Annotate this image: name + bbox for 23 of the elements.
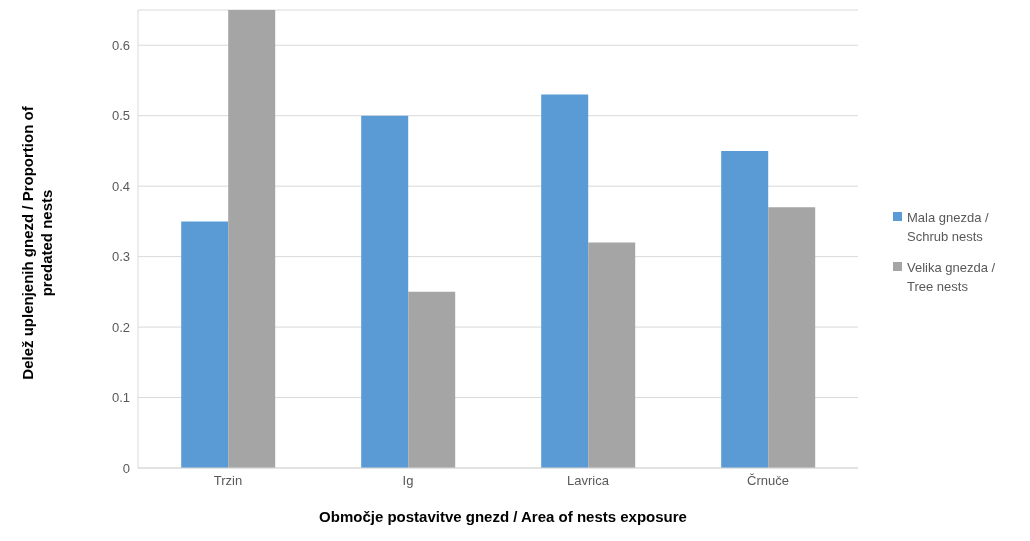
y-tick-label: 0.5 [111, 108, 130, 124]
bar [181, 221, 229, 468]
legend-label: Mala gnezda / Schrub nests [907, 209, 990, 246]
y-tick-label: 0 [122, 460, 130, 476]
legend-label: Velika gnezda / Tree nests [907, 259, 997, 296]
y-tick-label: 0.2 [111, 319, 130, 335]
bar [228, 10, 276, 468]
x-tick-label: Črnuče [747, 473, 789, 489]
bar [768, 207, 816, 468]
bar [541, 94, 589, 468]
x-tick-label: Ig [402, 473, 414, 489]
y-tick-label: 0.1 [111, 390, 130, 406]
y-tick-label: 0.4 [111, 178, 130, 194]
x-axis-title: Območje postavitve gnezd / Area of nests exposure [318, 508, 688, 525]
bar [361, 115, 409, 468]
bar [408, 291, 456, 468]
bar [721, 150, 769, 468]
bar [588, 242, 636, 468]
x-tick-label: Trzin [213, 473, 243, 489]
x-tick-label: Lavrica [567, 473, 610, 489]
y-axis-title: Delež uplenjenih gnezd / Proportion of predated nests [18, 105, 56, 382]
y-tick-label: 0.6 [111, 37, 130, 53]
y-tick-label: 0.3 [111, 249, 130, 265]
